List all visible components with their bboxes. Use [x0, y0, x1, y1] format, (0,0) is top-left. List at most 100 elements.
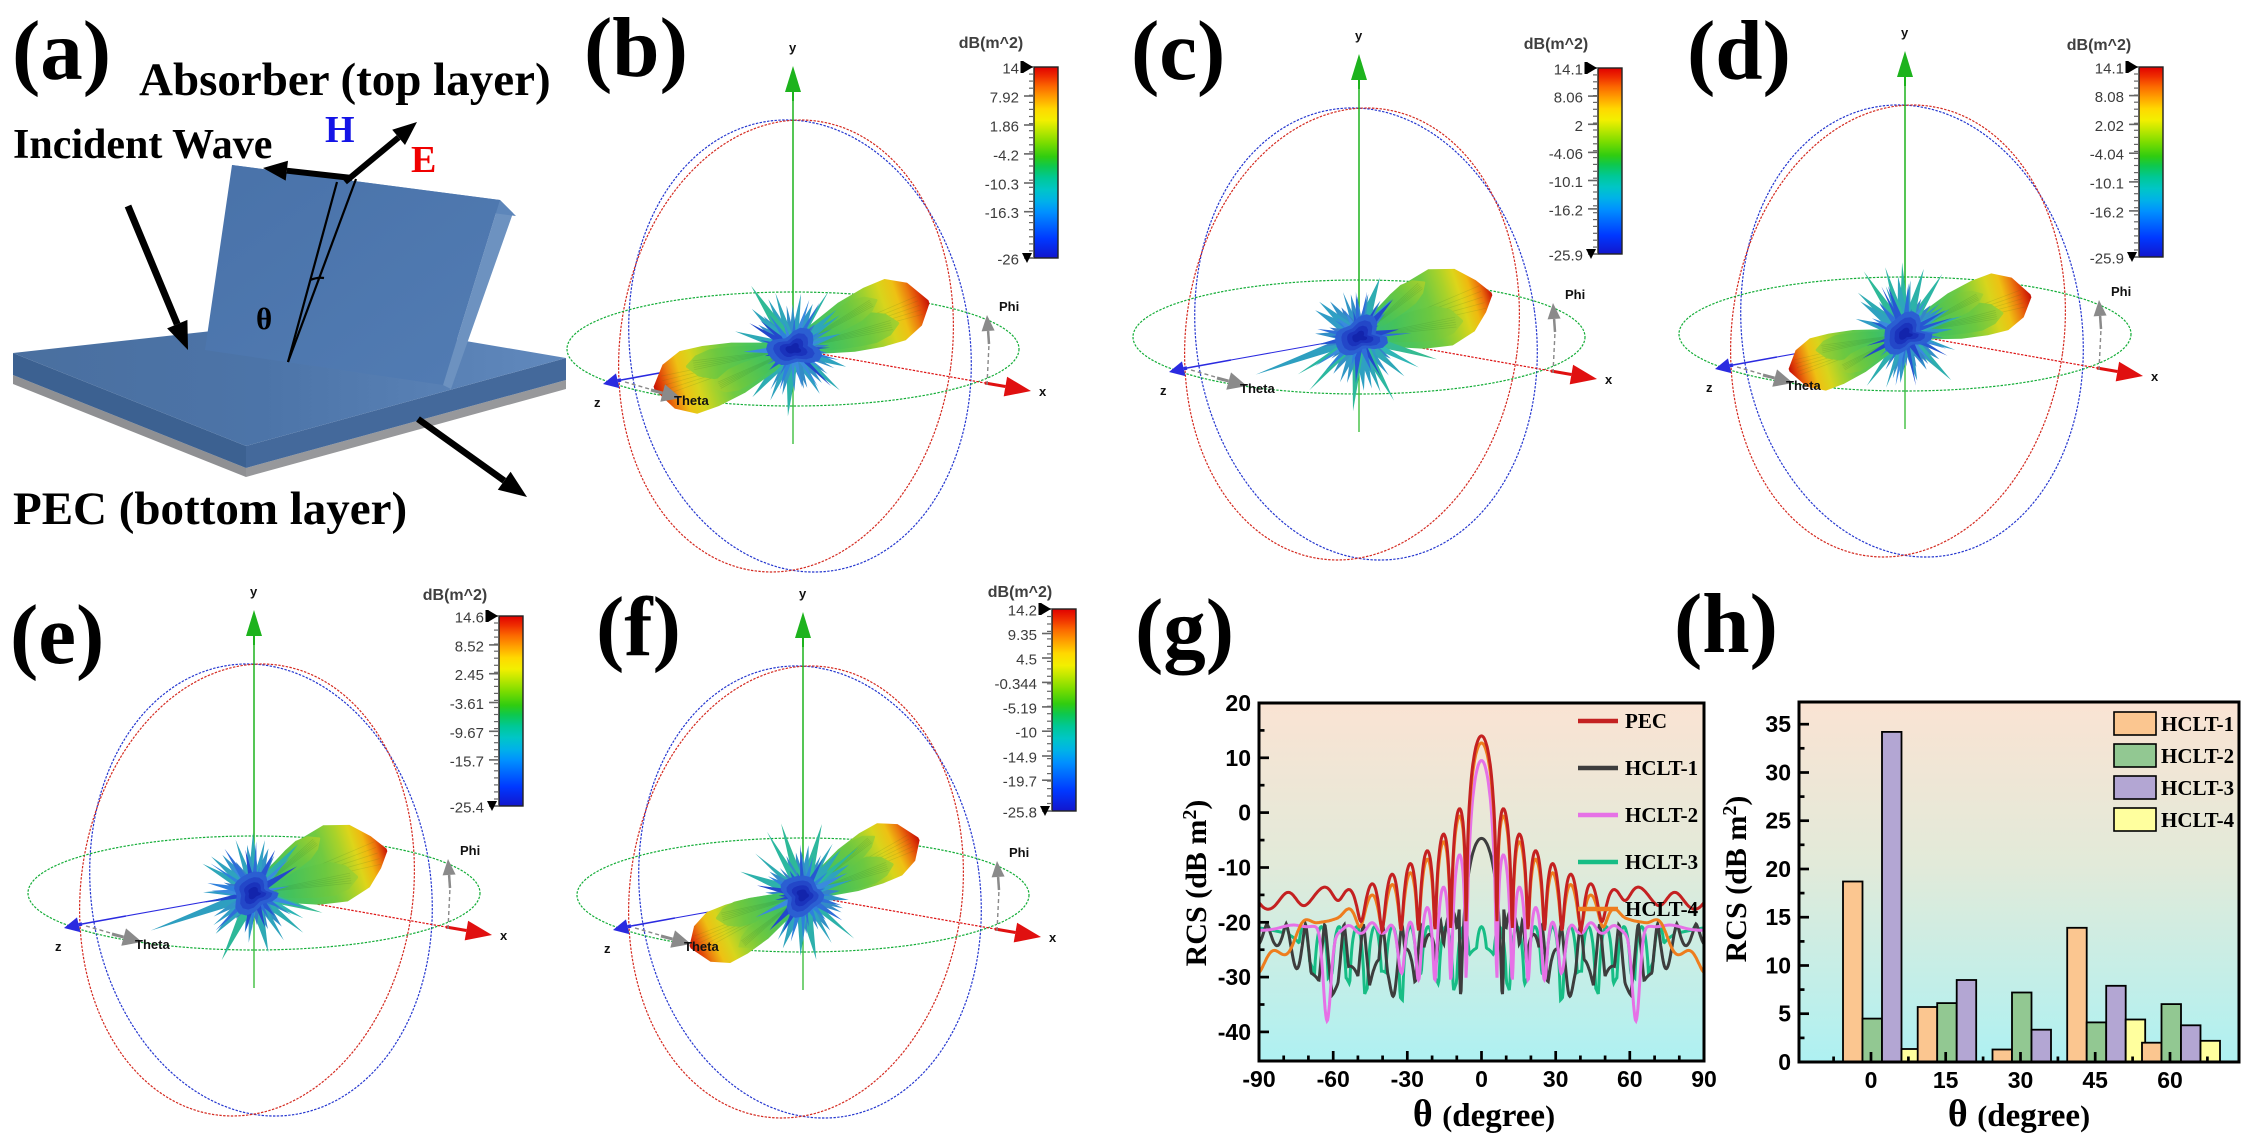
svg-text:-40: -40: [1218, 1019, 1251, 1045]
svg-text:(c): (c): [1131, 4, 1225, 98]
svg-text:60: 60: [2157, 1067, 2183, 1093]
svg-text:HCLT-4: HCLT-4: [2161, 808, 2235, 832]
svg-text:20: 20: [1225, 690, 1251, 716]
svg-text:2.02: 2.02: [2095, 118, 2124, 135]
svg-text:-5.19: -5.19: [1003, 700, 1037, 717]
svg-text:-20: -20: [1218, 909, 1251, 935]
svg-text:Phi: Phi: [1009, 845, 1029, 860]
svg-text:y: y: [789, 40, 797, 55]
svg-text:PEC (bottom layer): PEC (bottom layer): [13, 483, 407, 535]
svg-text:-10.1: -10.1: [1549, 174, 1583, 191]
svg-text:dB(m^2): dB(m^2): [988, 584, 1052, 601]
svg-text:dB(m^2): dB(m^2): [423, 587, 487, 604]
svg-text:E: E: [411, 139, 436, 181]
svg-text:-25.8: -25.8: [1003, 805, 1037, 822]
svg-text:HCLT-2: HCLT-2: [2161, 744, 2234, 768]
svg-text:(d): (d): [1687, 4, 1791, 98]
svg-text:-0.344: -0.344: [994, 676, 1037, 693]
svg-text:-3.61: -3.61: [450, 696, 484, 713]
svg-text:4.5: 4.5: [1016, 652, 1037, 669]
svg-text:(h): (h): [1674, 577, 1778, 671]
svg-text:(a): (a): [12, 4, 111, 98]
svg-text:-16.2: -16.2: [1549, 202, 1583, 219]
svg-text:0: 0: [1238, 800, 1251, 826]
svg-text:14.1: 14.1: [1554, 62, 1583, 79]
svg-text:z: z: [1706, 380, 1713, 395]
svg-text:25: 25: [1765, 808, 1791, 834]
svg-text:-10: -10: [1015, 725, 1037, 742]
svg-text:-25.4: -25.4: [450, 800, 484, 817]
svg-text:14: 14: [1002, 61, 1019, 78]
svg-text:y: y: [250, 584, 258, 599]
svg-text:z: z: [604, 941, 611, 956]
svg-text:0: 0: [1475, 1066, 1488, 1092]
svg-text:10: 10: [1765, 953, 1791, 979]
svg-text:1.86: 1.86: [990, 119, 1019, 136]
svg-text:20: 20: [1765, 856, 1791, 882]
svg-text:90: 90: [1691, 1066, 1717, 1092]
svg-text:Theta: Theta: [1240, 381, 1275, 396]
svg-text:y: y: [799, 586, 807, 601]
svg-text:Phi: Phi: [1565, 287, 1585, 302]
svg-text:8.08: 8.08: [2095, 89, 2124, 106]
svg-text:(e): (e): [10, 588, 104, 682]
svg-text:HCLT-3: HCLT-3: [1625, 850, 1698, 874]
svg-text:θ (degree): θ (degree): [1413, 1093, 1555, 1135]
svg-text:14.1: 14.1: [2095, 61, 2124, 78]
svg-text:-10.1: -10.1: [2090, 175, 2124, 192]
svg-text:10: 10: [1225, 745, 1251, 771]
svg-text:5: 5: [1778, 1001, 1791, 1027]
svg-text:-25.9: -25.9: [2090, 251, 2124, 268]
svg-text:15: 15: [1765, 904, 1791, 930]
svg-text:0: 0: [1865, 1067, 1878, 1093]
svg-text:Incident Wave: Incident Wave: [13, 122, 272, 168]
svg-text:-26: -26: [997, 252, 1019, 269]
svg-text:-4.2: -4.2: [993, 147, 1019, 164]
svg-text:30: 30: [1765, 760, 1791, 786]
svg-text:Theta: Theta: [674, 393, 709, 408]
svg-text:z: z: [55, 939, 62, 954]
svg-text:2: 2: [1575, 118, 1583, 135]
svg-text:14.6: 14.6: [455, 610, 484, 627]
svg-text:0: 0: [1778, 1049, 1791, 1075]
svg-text:x: x: [500, 928, 508, 943]
svg-text:HCLT-4: HCLT-4: [1625, 897, 1699, 921]
svg-text:dB(m^2): dB(m^2): [959, 35, 1023, 52]
svg-text:14.2: 14.2: [1008, 603, 1037, 620]
svg-text:2.45: 2.45: [455, 667, 484, 684]
svg-text:-4.04: -4.04: [2090, 147, 2124, 164]
svg-text:-30: -30: [1218, 964, 1251, 990]
svg-text:Theta: Theta: [1786, 378, 1821, 393]
svg-text:-16.3: -16.3: [985, 205, 1019, 222]
svg-text:z: z: [1160, 383, 1167, 398]
svg-text:HCLT-1: HCLT-1: [2161, 712, 2234, 736]
svg-text:15: 15: [1933, 1067, 1959, 1093]
svg-text:(b): (b): [584, 1, 688, 95]
svg-text:PEC: PEC: [1625, 709, 1667, 733]
svg-text:-16.2: -16.2: [2090, 204, 2124, 221]
svg-text:60: 60: [1617, 1066, 1643, 1092]
svg-text:x: x: [1049, 930, 1057, 945]
svg-text:θ: θ: [256, 301, 272, 336]
svg-text:-14.9: -14.9: [1003, 750, 1037, 767]
svg-text:-25.9: -25.9: [1549, 248, 1583, 265]
svg-text:θ (degree): θ (degree): [1948, 1093, 2090, 1135]
svg-text:RCS (dB m2): RCS (dB m2): [1179, 800, 1213, 967]
svg-text:Phi: Phi: [460, 843, 480, 858]
svg-text:-10: -10: [1218, 855, 1251, 881]
svg-text:HCLT-3: HCLT-3: [2161, 776, 2234, 800]
svg-text:(g): (g): [1135, 582, 1234, 676]
svg-text:Theta: Theta: [135, 937, 170, 952]
svg-text:H: H: [325, 109, 355, 151]
svg-text:-60: -60: [1317, 1066, 1350, 1092]
svg-text:x: x: [1039, 384, 1047, 399]
svg-text:-9.67: -9.67: [450, 725, 484, 742]
svg-text:30: 30: [1543, 1066, 1569, 1092]
svg-text:8.52: 8.52: [455, 638, 484, 655]
svg-text:dB(m^2): dB(m^2): [2067, 37, 2131, 54]
svg-text:HCLT-2: HCLT-2: [1625, 803, 1698, 827]
svg-text:-19.7: -19.7: [1003, 774, 1037, 791]
svg-text:z: z: [594, 395, 601, 410]
svg-text:-4.06: -4.06: [1549, 146, 1583, 163]
svg-text:-90: -90: [1242, 1066, 1275, 1092]
